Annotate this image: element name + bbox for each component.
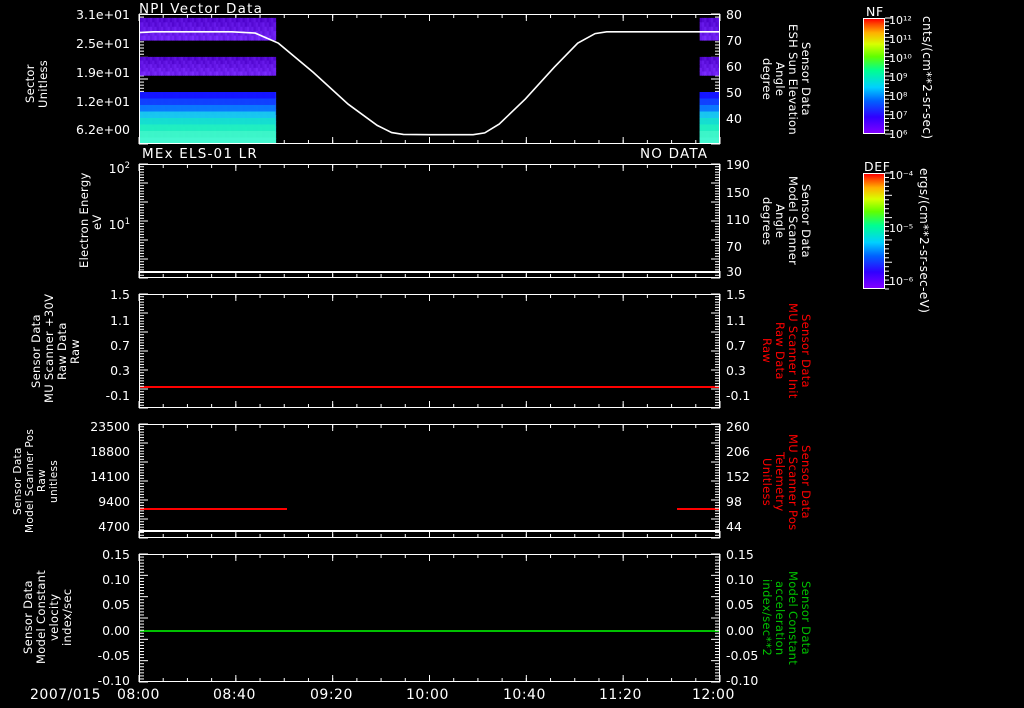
panel-mu30v-rytick-4: -0.1 (726, 388, 751, 403)
panel-scanner-pos-rytick-2: 152 (726, 469, 750, 484)
panel-mu30v-right-axis-label: Sensor Data MU Scanner Init Raw Data Raw (760, 303, 813, 399)
panel-scanner-pos-trace-seg1 (140, 508, 287, 510)
colorbar-def (863, 173, 885, 289)
panel-npi-ytick-4: 6.2e+00 (76, 122, 130, 137)
panel-npi-rytick-4: 40 (726, 111, 742, 126)
panel-npi-ytick-1: 2.5e+01 (76, 36, 130, 51)
panel-mu30v-ytick-4: -0.1 (105, 388, 130, 403)
colorbar-nf-tick-4: 10⁸ (889, 90, 908, 103)
colorbar-nf (863, 18, 885, 134)
panel-velocity-rytick-5: -0.10 (726, 673, 759, 688)
panel-els-rytick-0: 190 (726, 157, 750, 172)
panel-velocity-rytick-4: -0.05 (726, 648, 759, 663)
panel-npi-rytick-0: 80 (726, 7, 742, 22)
panel-npi-ytick-3: 1.2e+01 (76, 94, 130, 109)
colorbar-nf-tick-1: 10¹¹ (889, 33, 912, 46)
panel-scanner-pos-rytick-1: 206 (726, 444, 750, 459)
panel-scanner-pos-ytick-3: 9400 (98, 494, 130, 509)
xaxis-date-label: 2007/015 (30, 687, 102, 703)
panel-els-rytick-4: 30 (726, 264, 742, 279)
panel-scanner-pos-ytick-1: 18800 (90, 444, 130, 459)
colorbar-def-tick-1: 10⁻⁵ (889, 222, 914, 235)
panel-npi-rytick-2: 60 (726, 59, 742, 74)
panel-mu30v-ytick-1: 1.1 (110, 313, 130, 328)
colorbar-nf-tick-3: 10⁹ (889, 71, 908, 84)
panel-velocity-plot-frame (139, 554, 720, 682)
panel-npi-rytick-3: 50 (726, 85, 742, 100)
panel-npi-rytick-1: 70 (726, 33, 742, 48)
panel-scanner-pos-rytick-4: 44 (726, 519, 742, 534)
panel-mu30v-rytick-0: 1.5 (726, 287, 746, 302)
panel-npi-title: NPI Vector Data (139, 1, 264, 17)
panel-scanner-pos-ytick-0: 23500 (90, 419, 130, 434)
panel-velocity-ytick-4: -0.05 (97, 648, 130, 663)
panel-els-ytick-1: 101 (108, 216, 130, 232)
panel-mu30v-trace (140, 386, 719, 388)
colorbar-def-title: DEF (864, 159, 891, 174)
colorbar-nf-tick-2: 10¹⁰ (889, 52, 912, 65)
panel-scanner-pos-baseline (140, 530, 719, 532)
xaxis-tick-5: 11:20 (599, 687, 642, 703)
colorbar-def-tick-0: 10⁻⁴ (889, 169, 914, 182)
colorbar-def-tick-2: 10⁻⁶ (889, 275, 914, 288)
panel-mu30v-ytick-3: 0.3 (110, 363, 130, 378)
xaxis-tick-0: 08:00 (117, 687, 160, 703)
panel-mu30v-ytick-2: 0.7 (110, 338, 130, 353)
panel-scanner-pos-left-axis-label: Sensor Data Model Scanner Pos Raw unitle… (12, 428, 60, 534)
colorbar-nf-units: cnts/(cm**2-sr-sec) (920, 16, 934, 140)
panel-velocity-ytick-0: 0.15 (102, 547, 130, 562)
panel-velocity-rytick-1: 0.10 (726, 572, 754, 587)
panel-npi-ytick-0: 3.1e+01 (76, 7, 130, 22)
panel-npi-ytick-2: 1.9e+01 (76, 65, 130, 80)
panel-npi-right-axis-label: Sensor Data ESH Sun Elevation Angle degr… (760, 23, 813, 135)
panel-mu30v-left-axis-label: Sensor Data MU Scanner +30V Raw Data Raw (29, 293, 82, 403)
panel-mu30v-plot-frame (139, 294, 720, 408)
xaxis-tick-1: 08:40 (213, 687, 256, 703)
panel-els-rytick-3: 70 (726, 239, 742, 254)
panel-scanner-pos-rytick-3: 98 (726, 494, 742, 509)
panel-els-rytick-2: 110 (726, 212, 750, 227)
colorbar-nf-title: NF (866, 4, 884, 19)
panel-velocity-trace (140, 630, 719, 632)
panel-scanner-pos-rytick-0: 260 (726, 419, 750, 434)
xaxis-tick-4: 10:40 (503, 687, 546, 703)
panel-velocity-rytick-2: 0.05 (726, 597, 754, 612)
panel-els-plot-frame (139, 164, 720, 278)
panel-npi-tag-right: NO DATA (640, 146, 709, 162)
xaxis-tick-2: 09:20 (310, 687, 353, 703)
panel-mu30v-rytick-3: 0.3 (726, 363, 746, 378)
panel-velocity-ytick-5: -0.10 (97, 673, 130, 688)
panel-scanner-pos-ytick-2: 14100 (90, 469, 130, 484)
panel-mu30v-ytick-0: 1.5 (110, 287, 130, 302)
colorbar-nf-tick-6: 10⁶ (889, 128, 908, 141)
colorbar-def-units: ergs/(cm**2-sr-sec-eV) (917, 168, 931, 314)
xaxis-tick-6: 12:00 (692, 687, 735, 703)
panel-mu30v-rytick-1: 1.1 (726, 313, 746, 328)
xaxis-tick-3: 10:00 (406, 687, 449, 703)
colorbar-nf-tick-0: 10¹² (889, 14, 912, 27)
colorbar-nf-tick-5: 10⁷ (889, 109, 908, 122)
panel-els-rytick-1: 150 (726, 185, 750, 200)
panel-mu30v-rytick-2: 0.7 (726, 338, 746, 353)
panel-els-ytick-0: 102 (108, 160, 130, 176)
panel-els-left-axis-label: Electron Energy eV (77, 172, 104, 268)
panel-scanner-pos-right-axis-label: Sensor Data MU Scanner Pos Telemetry Uni… (760, 433, 813, 531)
panel-scanner-pos-plot-frame (139, 424, 720, 538)
panel-npi-tag-left: MEx ELS-01 LR (142, 146, 258, 162)
panel-velocity-ytick-2: 0.05 (102, 597, 130, 612)
panel-scanner-pos-trace-seg2 (677, 508, 719, 510)
panel-velocity-rytick-0: 0.15 (726, 547, 754, 562)
panel-velocity-ytick-3: 0.00 (102, 623, 130, 638)
panel-npi-plot-frame (139, 14, 720, 144)
panel-scanner-pos-ytick-4: 4700 (98, 519, 130, 534)
panel-velocity-rytick-3: 0.00 (726, 623, 754, 638)
panel-els-trace (140, 271, 719, 273)
panel-velocity-ytick-1: 0.10 (102, 572, 130, 587)
panel-els-right-axis-label: Sensor Data Model Scanner Angle degrees (760, 176, 813, 266)
panel-velocity-right-axis-label: Sensor Data Model Constant acceleration … (760, 570, 813, 666)
panel-npi-left-axis-label: Sector Unitless (23, 59, 50, 109)
panel-velocity-left-axis-label: Sensor Data Model Constant velocity inde… (21, 569, 74, 665)
